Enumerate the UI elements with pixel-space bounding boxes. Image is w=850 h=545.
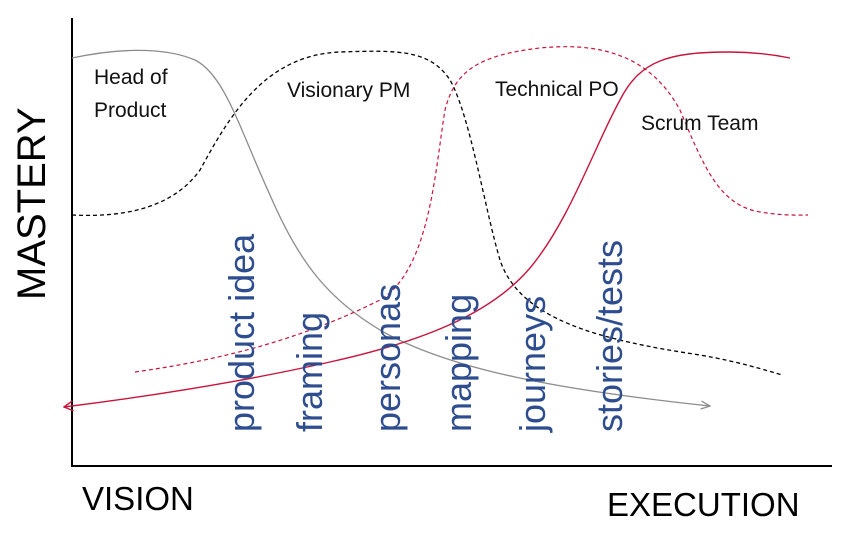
activity-mapping: mapping: [438, 294, 479, 432]
activity-framing: framing: [289, 312, 330, 432]
activity-personas: personas: [367, 284, 408, 432]
scrum-team-curve: [64, 51, 791, 407]
visionary-pm-label: Visionary PM: [287, 79, 410, 102]
y-axis-label: MASTERY: [10, 107, 54, 300]
scrum-team-label: Scrum Team: [641, 112, 758, 135]
visionary-pm-curve: [71, 50, 783, 376]
head-of-product-label-line2: Product: [94, 99, 167, 122]
x-axis-end-label: EXECUTION: [607, 486, 800, 523]
activity-product-idea: product idea: [221, 233, 262, 432]
activity-stories-tests: stories/tests: [589, 240, 630, 432]
head-of-product-label-line1: Head of: [94, 66, 168, 89]
x-axis-start-label: VISION: [82, 480, 194, 517]
technical-po-label: Technical PO: [495, 78, 619, 101]
head-of-product-curve: [71, 49, 710, 406]
technical-po-curve: [134, 46, 809, 373]
activity-journeys: journeys: [512, 296, 553, 433]
